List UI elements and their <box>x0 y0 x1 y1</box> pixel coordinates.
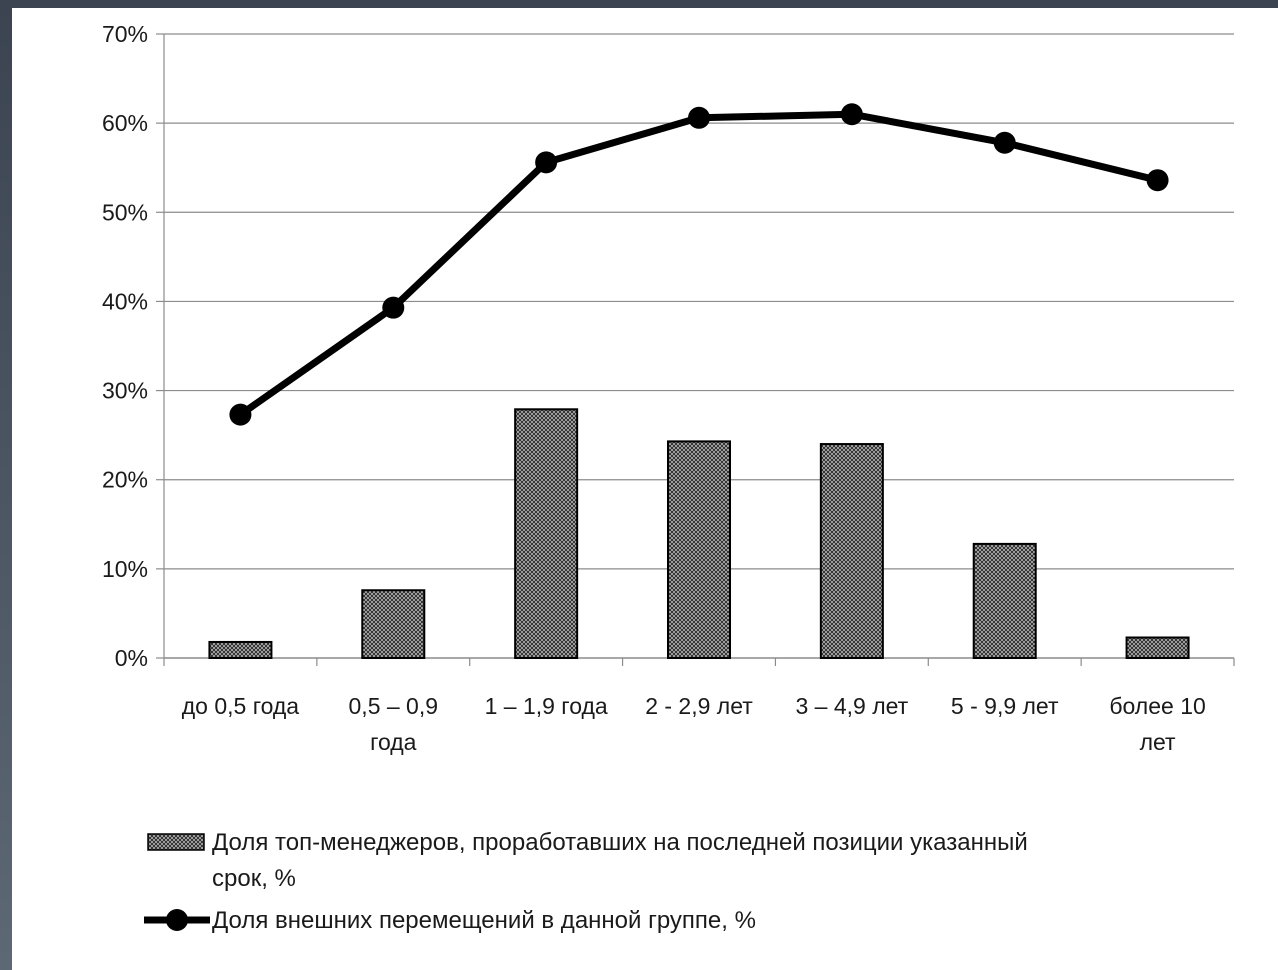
line-point <box>229 403 252 426</box>
bar <box>514 408 579 660</box>
x-tick-label: 3 – 4,9 лет <box>795 693 908 719</box>
line-point <box>840 103 863 126</box>
bar <box>1125 636 1190 659</box>
x-axis <box>163 657 1235 666</box>
legend-line-marker <box>166 909 188 931</box>
y-tick-label: 0% <box>115 645 148 671</box>
bar <box>361 589 426 659</box>
bar <box>819 443 884 659</box>
x-tick-label: более 10 <box>1109 693 1205 719</box>
series-line <box>238 110 1159 418</box>
y-tick-label: 60% <box>102 110 148 136</box>
x-tick-label: 0,5 – 0,9 <box>349 693 439 719</box>
x-tick-label: 1 – 1,9 года <box>485 693 608 719</box>
chart-panel: 0% 10% 20% 30% 40% 50% 60% 70% до 0,5 года 0,5 –… <box>12 8 1278 970</box>
line-point <box>688 106 710 129</box>
x-tick-label: лет <box>1140 729 1176 755</box>
bar <box>972 542 1037 660</box>
x-tick-label: 2 - 2,9 лет <box>645 693 753 719</box>
y-tick-label: 40% <box>102 288 148 314</box>
legend-bar-swatch <box>147 833 205 851</box>
y-tick-label: 20% <box>102 467 148 493</box>
y-axis-tick-labels: 0% 10% 20% 30% 40% 50% 60% 70% <box>102 21 148 671</box>
legend-bar-label: срок, % <box>212 865 296 892</box>
line-point <box>382 296 405 319</box>
y-tick-label: 70% <box>102 21 148 47</box>
line-point <box>535 151 558 174</box>
x-tick-label: года <box>370 729 417 755</box>
line-series <box>229 103 1169 426</box>
combo-chart: 0% 10% 20% 30% 40% 50% 60% 70% до 0,5 года 0,5 –… <box>102 21 1235 934</box>
y-tick-label: 50% <box>102 199 148 225</box>
line-point <box>1146 169 1169 192</box>
y-tick-label: 30% <box>102 378 148 404</box>
x-axis-tick-labels: до 0,5 года 0,5 – 0,9 года 1 – 1,9 года 2 - … <box>182 693 1206 755</box>
bar <box>208 640 273 659</box>
x-tick-label: до 0,5 года <box>182 693 300 719</box>
legend-line-label: Доля внешних перемещений в данной группе… <box>212 907 756 934</box>
bar <box>667 440 731 659</box>
line-point <box>993 131 1016 154</box>
y-tick-label: 10% <box>102 556 148 582</box>
legend-bar-label: Доля топ-менеджеров, проработавших на по… <box>212 829 1028 856</box>
legend: Доля топ-менеджеров, проработавших на по… <box>144 829 1028 934</box>
bar-series <box>208 408 1190 660</box>
x-tick-label: 5 - 9,9 лет <box>951 693 1059 719</box>
